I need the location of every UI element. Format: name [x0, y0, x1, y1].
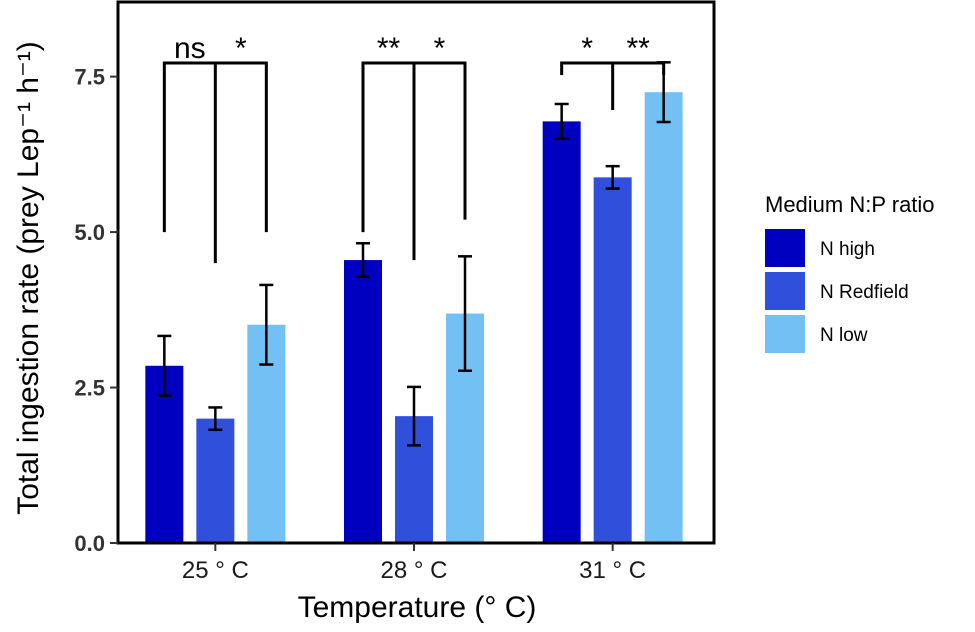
legend-swatch-n-redfield — [765, 272, 805, 310]
bar-n-redfield-1 — [196, 418, 235, 543]
significance-label: ns — [174, 32, 206, 65]
legend-label: N high — [820, 239, 875, 260]
significance-label: * — [434, 32, 446, 65]
bar-n-low-3 — [644, 92, 683, 544]
legend-title: Medium N:P ratio — [765, 192, 935, 217]
legend-swatch-n-high — [765, 229, 805, 267]
significance-label: * — [581, 32, 593, 65]
error-bar — [407, 385, 421, 447]
significance-bracket-3 — [560, 61, 666, 110]
y-tick-label: 5.0 — [74, 220, 105, 245]
error-bar — [605, 164, 620, 190]
error-bars-layer — [157, 61, 671, 447]
error-bar — [458, 255, 472, 373]
significance-brackets-layer: ns * ** * * ** — [162, 32, 666, 264]
x-tick-label: 28 ° C — [381, 557, 448, 584]
significance-label: ** — [626, 32, 650, 65]
x-axis-title: Temperature (° C) — [298, 591, 537, 624]
x-axis: 25 ° C 28 ° C 31 ° C — [182, 543, 646, 584]
legend: Medium N:P ratio N high N Redfield N low — [765, 192, 935, 353]
x-tick-label: 25 ° C — [182, 557, 249, 584]
y-axis-title: Total ingestion rate (prey Lep⁻¹ h⁻¹) — [12, 41, 45, 515]
bar-n-high-2 — [344, 260, 382, 543]
x-tick-label: 31 ° C — [579, 557, 646, 584]
bars-layer — [145, 92, 683, 544]
error-bar — [259, 283, 274, 366]
legend-swatch-n-low — [765, 315, 805, 353]
y-tick-label: 2.5 — [74, 376, 105, 401]
legend-label: N Redfield — [820, 282, 909, 303]
y-tick-label: 0.0 — [74, 531, 105, 556]
significance-label: ** — [377, 32, 401, 65]
plot-frame — [116, 0, 716, 545]
significance-bracket-2 — [361, 61, 467, 261]
y-tick-label: 7.5 — [74, 65, 105, 90]
significance-bracket-1 — [162, 61, 268, 264]
error-bar — [554, 102, 569, 141]
error-bar — [157, 334, 172, 397]
bar-n-high-3 — [542, 121, 581, 544]
significance-label: * — [235, 32, 247, 65]
y-axis: 0.0 2.5 5.0 7.5 — [74, 65, 118, 556]
error-bar — [208, 406, 223, 432]
legend-label: N low — [820, 325, 868, 346]
bar-n-redfield-3 — [593, 177, 632, 543]
error-bar — [356, 242, 370, 279]
